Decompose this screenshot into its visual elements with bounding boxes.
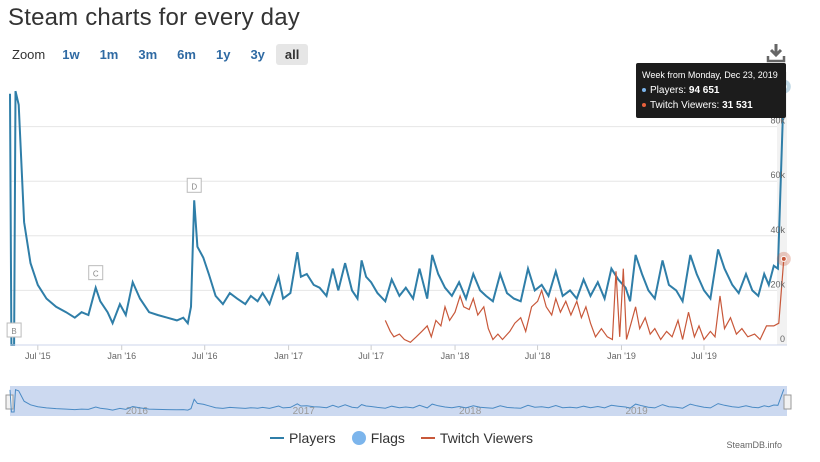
navigator-range [10, 386, 787, 416]
players-line-icon [270, 437, 284, 439]
flags-circle-icon [351, 431, 366, 445]
flag-marker [6, 322, 22, 338]
legend-players-label: Players [289, 430, 336, 446]
y-tick-label: 40k [770, 225, 785, 235]
zoom-3y-button[interactable]: 3y [250, 47, 265, 62]
legend-item-twitch[interactable]: Twitch Viewers [420, 430, 534, 446]
zoom-1y-button[interactable]: 1y [215, 47, 231, 62]
navigator-series-line [9, 388, 785, 413]
twitch-line-icon [420, 437, 435, 439]
zoom-label: Zoom [12, 47, 46, 62]
y-tick-label: 80k [770, 116, 785, 126]
tooltip-players-label: Players: [650, 85, 687, 96]
tooltip-players-row: Players: 94 651 [642, 83, 780, 98]
navigator-label: 2019 [625, 406, 648, 417]
navigator-label: 2018 [459, 406, 482, 417]
navigator-label: 2017 [293, 406, 316, 417]
twitch-dot-icon [642, 103, 646, 108]
x-tick-label: Jul '17 [358, 351, 384, 361]
download-icon[interactable] [766, 42, 786, 64]
zoom-bar: Zoom 1w 1m 3m 6m 1y 3y all [12, 44, 310, 65]
navigator-label: 2016 [126, 406, 149, 417]
zoom-1m-button[interactable]: 1m [99, 47, 119, 62]
tooltip-twitch-row: Twitch Viewers: 31 531 [642, 98, 780, 113]
tooltip-players-value: 94 651 [688, 85, 720, 96]
flag-label: B [11, 327, 16, 336]
x-tick-label: Jan '17 [274, 351, 303, 361]
tooltip-twitch-value: 31 531 [722, 100, 753, 111]
y-scroll-track [777, 72, 787, 345]
chart-series [9, 79, 791, 346]
zoom-all-button[interactable]: all [275, 44, 309, 65]
x-tick-label: Jan '16 [107, 351, 136, 361]
chart-legend: Players Flags Twitch Viewers [270, 430, 549, 446]
legend-flags-label: Flags [370, 430, 405, 446]
y-tick-label: 60k [770, 170, 785, 180]
chart-axes: 0 20k 40k 60k 80k Jul '15 Jan '16 Jul '16 Jan '1… [10, 116, 787, 361]
zoom-1w-button[interactable]: 1w [62, 47, 80, 62]
legend-item-flags[interactable]: Flags [351, 430, 405, 446]
legend-item-players[interactable]: Players [270, 430, 336, 446]
x-tick-label: Jul '19 [691, 351, 717, 361]
x-tick-label: Jan '18 [441, 351, 470, 361]
twitch-hover-point [780, 255, 787, 262]
x-tick-label: Jul '16 [192, 351, 218, 361]
page-title: Steam charts for every day [8, 4, 300, 31]
tooltip-title: Week from Monday, Dec 23, 2019 [642, 70, 778, 80]
players-series-line [9, 86, 785, 346]
x-tick-label: Jul '18 [525, 351, 551, 361]
zoom-3m-button[interactable]: 3m [138, 47, 158, 62]
y-tick-label: 0 [780, 334, 785, 344]
y-tick-label: 20k [770, 279, 785, 289]
x-tick-label: Jul '15 [25, 351, 51, 361]
navigator-background: 2016 2017 2018 2019 [5, 386, 792, 417]
legend-twitch-label: Twitch Viewers [439, 430, 534, 446]
flag-marker [186, 177, 202, 193]
navigator-right-handle [783, 394, 792, 410]
navigator-left-handle [5, 394, 14, 410]
credit-text: SteamDB.info [726, 440, 782, 450]
chart-tooltip: Week from Monday, Dec 23, 2019 Players: … [636, 63, 786, 118]
flag-label: C [93, 270, 99, 279]
flag-label: D [191, 182, 197, 191]
twitch-series-line [384, 258, 785, 344]
players-dot-icon [642, 88, 646, 93]
x-tick-label: Jan '19 [607, 351, 636, 361]
chart-flags: B C D [6, 177, 202, 338]
flag-marker [88, 265, 104, 281]
tooltip-twitch-label: Twitch Viewers: [650, 100, 720, 111]
zoom-6m-button[interactable]: 6m [177, 47, 196, 62]
